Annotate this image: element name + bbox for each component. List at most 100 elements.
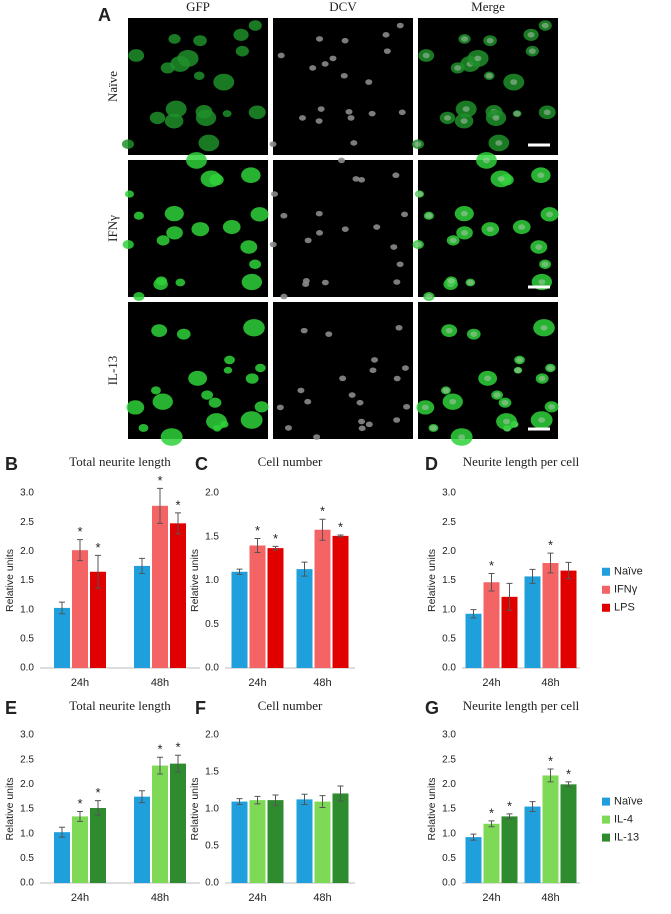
nucleus xyxy=(341,226,349,232)
nucleus xyxy=(458,434,466,440)
chart-title: Total neurite length xyxy=(69,698,171,713)
nucleus xyxy=(514,367,522,374)
bar xyxy=(72,816,88,883)
panel-letter: D xyxy=(425,454,438,474)
x-tick-label: 48h xyxy=(541,677,559,689)
chart-title: Total neurite length xyxy=(69,454,171,469)
legend-swatch xyxy=(602,567,610,576)
nucleus xyxy=(546,365,554,371)
nucleus xyxy=(269,241,277,248)
nucleus xyxy=(537,172,545,179)
cell xyxy=(201,390,214,400)
cell xyxy=(168,34,181,44)
cell xyxy=(175,278,186,287)
significance-mark: * xyxy=(157,473,162,488)
y-tick-label: 2.0 xyxy=(205,488,219,499)
cell xyxy=(126,400,145,415)
cell xyxy=(222,110,232,118)
cell xyxy=(152,393,173,410)
nucleus xyxy=(538,279,546,285)
legend-swatch xyxy=(602,585,610,594)
error-bar xyxy=(272,545,279,551)
significance-mark: * xyxy=(548,753,553,768)
nucleus xyxy=(535,244,543,250)
cell xyxy=(155,276,167,286)
nucleus xyxy=(321,61,329,67)
row-label: Naïve xyxy=(105,71,120,102)
nucleus xyxy=(340,72,348,79)
significance-mark: * xyxy=(157,742,162,757)
bar xyxy=(560,570,577,668)
nucleus xyxy=(358,418,366,425)
nucleus xyxy=(393,417,401,423)
legend-label: IL-13 xyxy=(614,832,639,844)
bar xyxy=(134,565,150,668)
nucleus xyxy=(493,392,501,398)
nucleus xyxy=(398,109,406,116)
nucleus xyxy=(425,212,433,219)
error-bar xyxy=(470,609,477,619)
x-tick-label: 24h xyxy=(482,892,500,904)
nucleus xyxy=(497,176,505,182)
nucleus xyxy=(300,327,308,334)
nucleus xyxy=(383,48,391,54)
significance-mark: * xyxy=(255,523,260,538)
cell xyxy=(222,219,241,235)
nucleus xyxy=(482,157,490,164)
y-tick-label: 1.0 xyxy=(442,828,456,839)
error-bar xyxy=(157,756,163,775)
y-tick-label: 2.5 xyxy=(20,754,34,765)
bar xyxy=(170,523,186,668)
nucleus xyxy=(445,327,453,334)
error-bar xyxy=(565,781,572,788)
y-tick-label: 2.0 xyxy=(20,546,34,557)
nucleus xyxy=(414,241,422,248)
cell xyxy=(177,49,199,67)
error-bar xyxy=(301,561,308,577)
cell xyxy=(206,413,227,430)
error-bar xyxy=(488,820,495,828)
chart-title: Cell number xyxy=(258,454,323,469)
nucleus xyxy=(454,65,462,71)
error-bar xyxy=(301,793,308,806)
nucleus xyxy=(460,210,468,217)
y-tick-label: 0.5 xyxy=(205,619,219,630)
legend-label: Naïve xyxy=(614,796,643,808)
bar xyxy=(542,775,559,883)
nucleus xyxy=(449,237,457,244)
bar xyxy=(314,801,331,883)
y-axis-label: Relative units xyxy=(426,549,438,612)
row-label: IFNγ xyxy=(105,215,120,242)
nucleus xyxy=(365,79,373,85)
cell xyxy=(193,35,207,47)
nucleus xyxy=(429,425,437,431)
error-bar xyxy=(139,557,145,574)
nucleus xyxy=(474,55,482,62)
cell xyxy=(122,240,134,250)
y-tick-label: 3.0 xyxy=(20,488,34,499)
y-tick-label: 1.0 xyxy=(20,604,34,615)
bar xyxy=(465,837,482,883)
nucleus xyxy=(304,237,312,244)
panel-letter: C xyxy=(195,454,208,474)
nucleus xyxy=(443,115,451,121)
significance-mark: * xyxy=(338,519,343,534)
cell xyxy=(156,235,170,246)
y-tick-label: 1.5 xyxy=(20,804,34,815)
nucleus xyxy=(541,261,549,268)
y-tick-label: 0.0 xyxy=(205,878,219,889)
nucleus xyxy=(528,48,536,54)
y-tick-label: 0.5 xyxy=(20,853,34,864)
nucleus xyxy=(329,55,337,62)
nucleus xyxy=(543,109,551,116)
panel-letter: E xyxy=(5,698,17,718)
cell xyxy=(235,45,249,57)
bar xyxy=(249,800,266,883)
significance-mark: * xyxy=(320,504,325,519)
significance-mark: * xyxy=(77,796,82,811)
cell xyxy=(248,105,266,120)
error-bar xyxy=(175,512,181,535)
cell xyxy=(254,401,269,413)
error-bar xyxy=(506,582,513,611)
